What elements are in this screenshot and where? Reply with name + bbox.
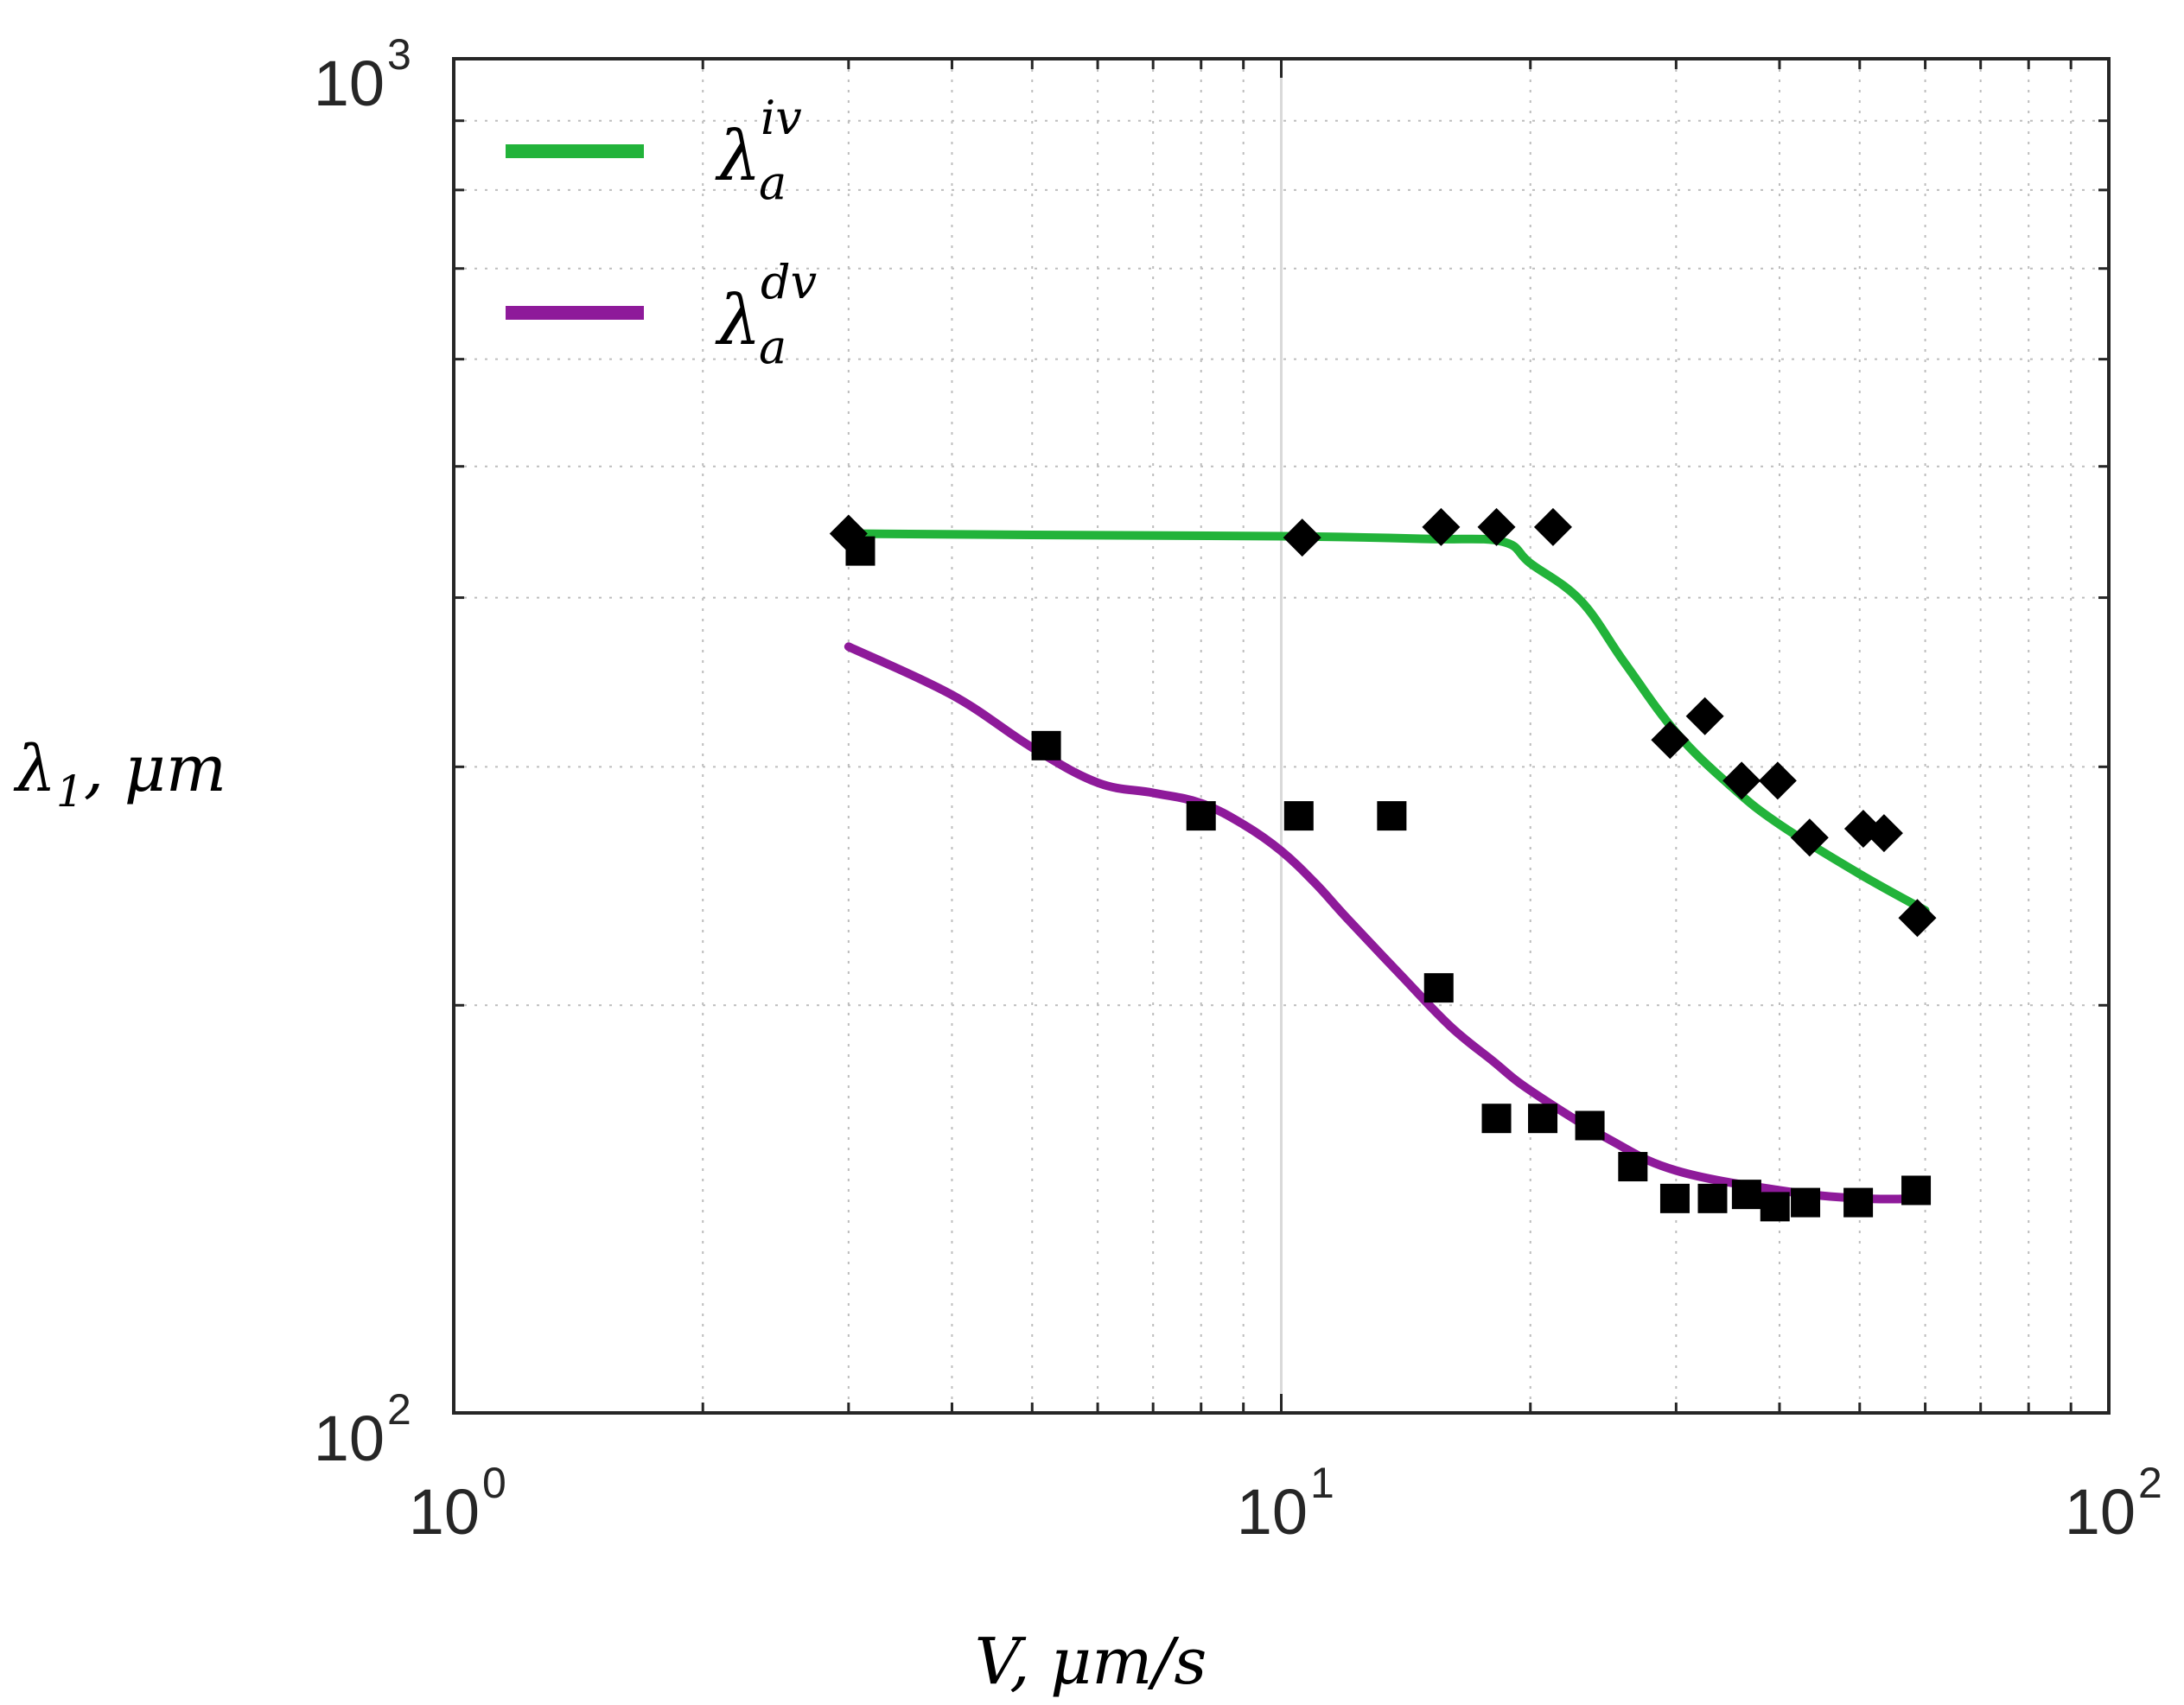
data-point-dv [1901,1175,1932,1206]
data-point-dv [1731,1180,1761,1210]
svg-text:3: 3 [387,30,411,79]
data-point-iv [1790,818,1829,857]
data-point-dv [1283,801,1314,831]
data-point-dv [1791,1187,1821,1218]
svg-text:λ: λ [715,280,761,360]
y-tick-label-100: 10 2 [314,1385,411,1474]
data-series [844,529,1930,1204]
svg-text:10: 10 [2065,1476,2136,1548]
x-tick-label-100: 10 2 [2065,1459,2162,1548]
data-point-dv [1031,730,1061,760]
svg-text:10: 10 [1237,1476,1308,1548]
data-point-dv [1843,1187,1874,1218]
svg-text:dv: dv [761,255,817,309]
svg-text:a: a [759,156,786,210]
series-line-dv [844,642,1930,1204]
legend-label-iv: λ iv a [715,91,802,210]
data-point-dv [1481,1104,1512,1134]
tick-marks [454,59,2109,1413]
data-point-dv [1697,1183,1728,1213]
svg-text:0: 0 [482,1459,506,1507]
series-line-iv [844,529,1930,915]
svg-text:2: 2 [2138,1459,2162,1507]
data-point-dv [845,536,876,566]
data-point-iv [1685,697,1724,735]
svg-text:iv: iv [761,91,802,145]
data-points [829,507,1937,1222]
svg-text:2: 2 [387,1385,411,1434]
grid-lines [454,59,2109,1413]
data-point-iv [1864,814,1903,853]
data-point-iv [1651,721,1690,760]
data-point-dv [1575,1110,1605,1141]
data-point-iv [1283,518,1321,557]
data-point-dv [1377,801,1407,831]
svg-text:10: 10 [409,1476,480,1548]
data-point-iv [1422,507,1461,546]
data-point-iv [1758,761,1797,800]
data-point-dv [1528,1104,1558,1134]
y-axis-label: λ1, μm [13,732,226,817]
svg-text:a: a [759,320,786,374]
data-point-dv [1760,1192,1790,1222]
data-point-dv [1618,1152,1648,1182]
data-point-dv [1659,1183,1690,1213]
svg-text:10: 10 [314,48,385,119]
svg-text:10: 10 [314,1403,385,1474]
y-tick-label-1000: 10 3 [314,30,411,119]
data-point-iv [1898,899,1937,938]
data-point-iv [1533,507,1572,546]
data-point-iv [1477,507,1516,546]
x-axis-label: V, μm/s [975,1625,1207,1699]
data-point-iv [1722,761,1761,800]
svg-text:λ: λ [715,116,761,196]
svg-text:1: 1 [1310,1459,1334,1507]
data-point-dv [1186,801,1216,831]
legend: λ iv a λ dv a [506,91,817,374]
x-tick-label-10: 10 1 [1237,1459,1334,1548]
data-point-dv [1423,973,1454,1003]
legend-label-dv: λ dv a [715,255,817,374]
x-tick-label-1: 10 0 [409,1459,506,1548]
